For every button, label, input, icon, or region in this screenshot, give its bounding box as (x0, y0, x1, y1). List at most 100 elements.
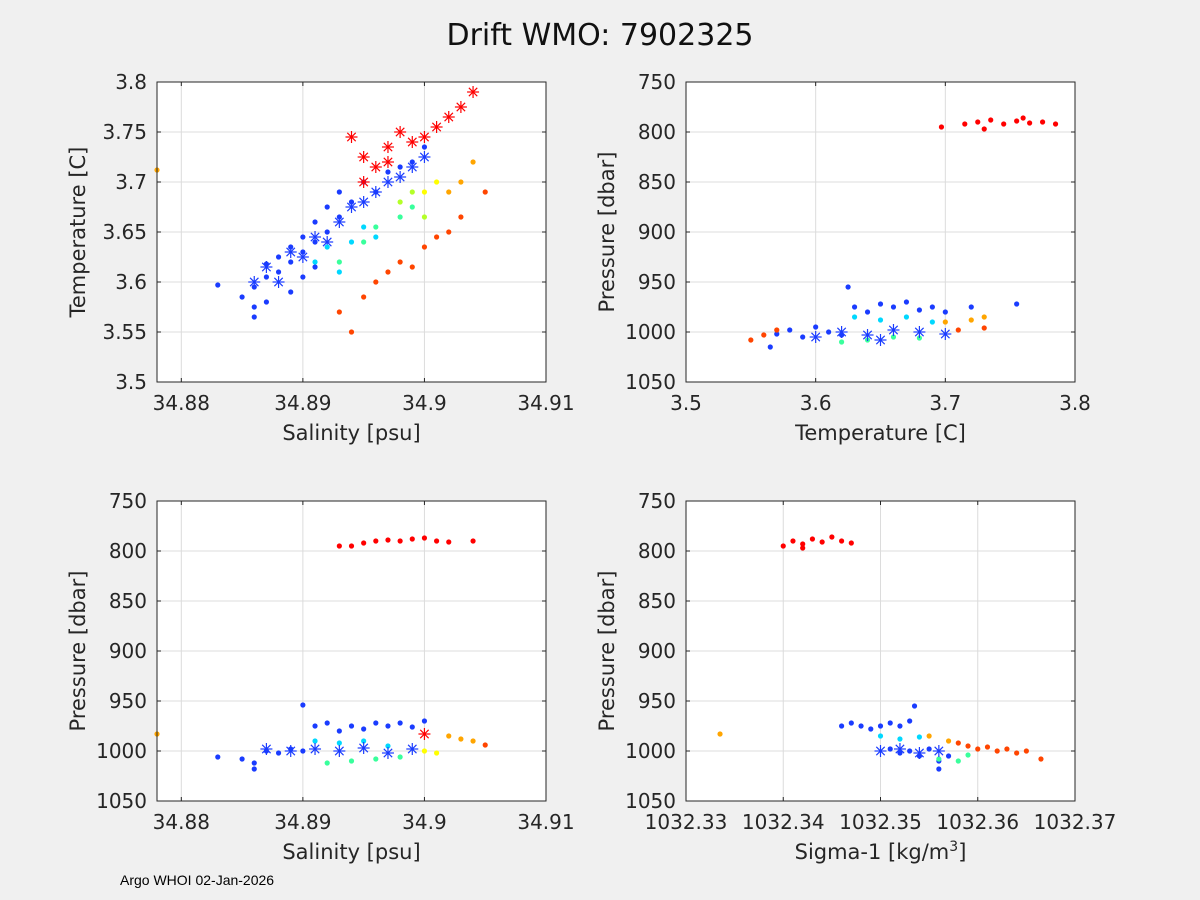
data-point (324, 204, 330, 210)
x-tick-label: 3.5 (670, 391, 702, 415)
data-point (421, 535, 428, 541)
data-point (767, 344, 773, 350)
y-tick-label: 900 (638, 220, 676, 244)
data-point (385, 269, 391, 275)
series-cyan (312, 224, 379, 275)
data-point (887, 720, 893, 726)
x-axis-label: Temperature [C] (794, 421, 966, 445)
data-point (215, 282, 221, 288)
data-point (300, 748, 306, 754)
data-point (433, 538, 440, 544)
data-point (433, 750, 440, 756)
data-point (897, 736, 903, 742)
data-point (929, 319, 935, 325)
data-point (938, 124, 945, 130)
data-point (988, 117, 994, 123)
data-point (1014, 118, 1020, 124)
x-tick-label: 34.91 (517, 810, 574, 834)
data-point-star (418, 728, 431, 740)
y-tick-label: 1050 (96, 789, 147, 813)
data-point (215, 754, 221, 760)
series-cyan (851, 314, 935, 325)
data-point (926, 746, 932, 752)
data-point (421, 748, 428, 754)
data-point (787, 327, 793, 333)
data-point (288, 289, 294, 295)
data-point (1023, 748, 1029, 754)
data-point-star (309, 231, 322, 243)
x-tick-label: 34.88 (153, 810, 210, 834)
data-point (877, 723, 884, 729)
data-point (336, 269, 342, 275)
data-point (373, 756, 379, 762)
series-orange (717, 731, 952, 744)
series-blue (767, 284, 1020, 350)
data-point-star (394, 171, 407, 183)
data-point (839, 723, 845, 729)
data-point-star (345, 201, 358, 213)
data-point (336, 259, 342, 265)
chart-tp: 3.5 3.6 3.7 3.8 750 800 850 900 950 1000 1050 Tempe… (595, 70, 1091, 445)
data-point (446, 539, 452, 545)
data-point-star (394, 126, 407, 138)
y-tick-label: 1000 (625, 739, 676, 763)
data-point (348, 543, 355, 549)
data-point-star (893, 743, 906, 755)
figure-title: Drift WMO: 7902325 (446, 18, 754, 53)
data-point (774, 327, 780, 333)
data-point (790, 538, 796, 544)
data-point (839, 538, 845, 544)
y-tick-label: 850 (109, 589, 147, 613)
data-point (962, 121, 968, 127)
series-red-orange (955, 740, 1044, 762)
data-point-star (442, 111, 455, 123)
data-point (312, 259, 318, 265)
series-green (324, 754, 403, 766)
data-point (409, 536, 415, 542)
data-point (800, 541, 806, 547)
data-point (336, 728, 342, 734)
data-point (470, 738, 476, 744)
data-point (897, 723, 903, 729)
data-point (336, 543, 342, 549)
data-point (839, 339, 845, 345)
x-tick-label: 1032.33 (645, 810, 728, 834)
data-point (361, 294, 367, 300)
x-tick-label: 1032.34 (742, 810, 825, 834)
data-point (458, 736, 464, 742)
data-point (1038, 756, 1044, 762)
data-point (994, 748, 1000, 754)
data-point (829, 534, 835, 540)
x-tick-label: 1032.35 (839, 810, 922, 834)
data-point (813, 324, 819, 330)
y-axis-label: Pressure [dbar] (66, 571, 90, 732)
series-red-orange (336, 189, 488, 335)
x-axis-label: Salinity [psu] (282, 840, 420, 864)
data-point (936, 766, 942, 772)
x-tick-label: 3.6 (800, 391, 832, 415)
data-point-star (369, 161, 382, 173)
y-tick-label: 1050 (625, 370, 676, 394)
data-point (373, 720, 379, 726)
y-tick-label: 3.5 (115, 370, 147, 394)
data-point-star (874, 745, 887, 757)
data-point-star (357, 196, 370, 208)
series-blue-asterisks (260, 742, 419, 759)
data-point-star (430, 121, 443, 133)
data-point (275, 254, 282, 260)
data-point (800, 334, 806, 340)
data-point-star (381, 156, 394, 168)
data-point-star (809, 331, 822, 343)
data-point-star (296, 251, 309, 263)
data-point (251, 760, 257, 766)
data-point (397, 538, 403, 544)
data-point (409, 189, 415, 195)
series-red-asterisks (345, 86, 480, 188)
data-point (1020, 115, 1026, 121)
data-point (955, 758, 961, 764)
data-point (361, 224, 367, 230)
data-point (1001, 121, 1007, 127)
data-point (868, 726, 874, 732)
series-blue-asterisks (809, 324, 952, 346)
